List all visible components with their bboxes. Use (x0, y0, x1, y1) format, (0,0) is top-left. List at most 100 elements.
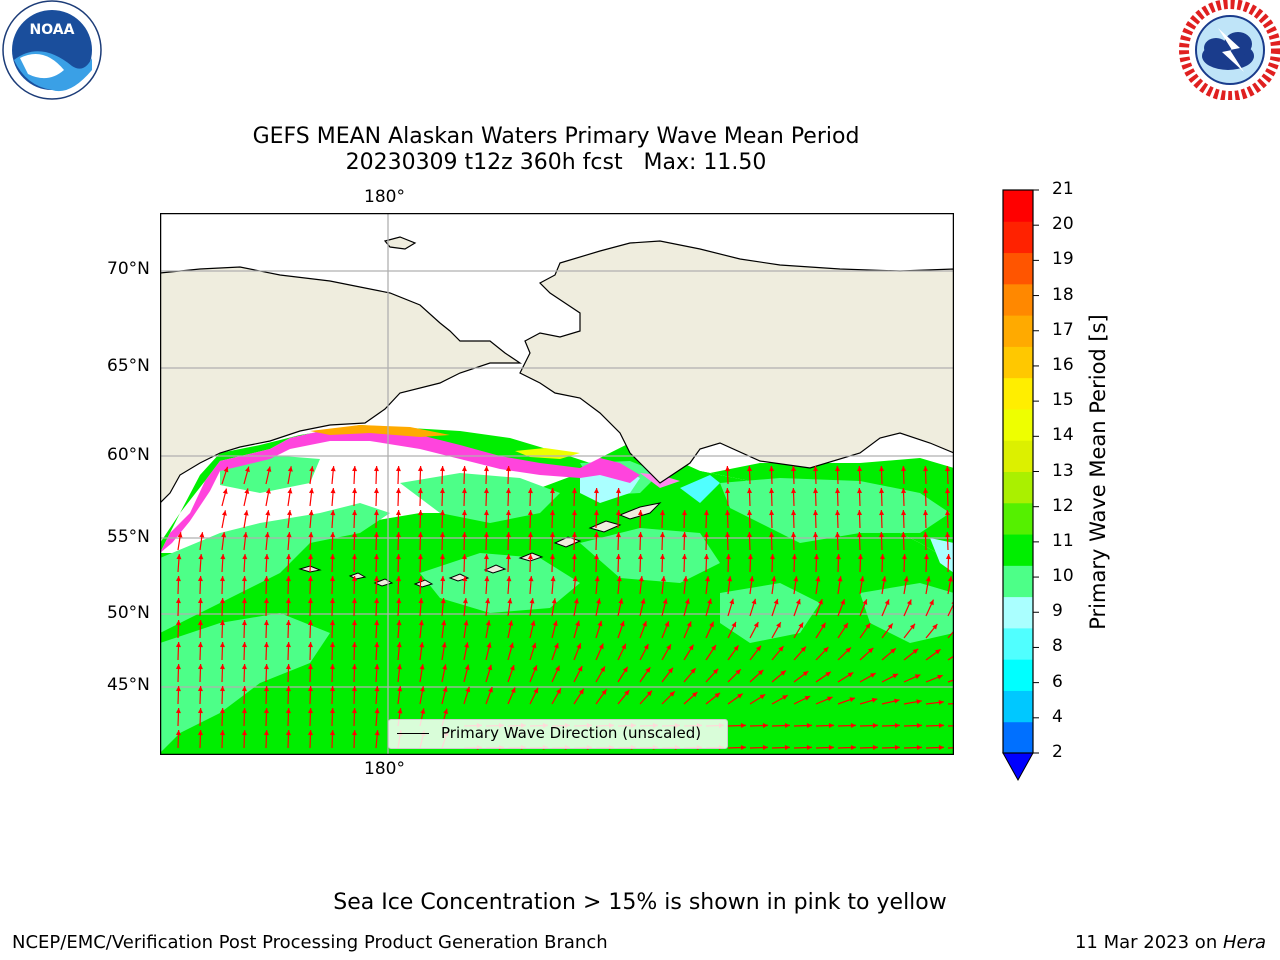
wave-arrow-head (850, 723, 856, 729)
wave-arrow-head (890, 648, 896, 654)
wave-arrow-head (740, 745, 746, 751)
wave-arrow-head (396, 576, 402, 582)
wave-arrow-head (461, 554, 467, 560)
wave-arrow-head (638, 576, 644, 582)
wave-arrow-head (840, 599, 846, 605)
lat-label-65: 65°N (107, 356, 150, 376)
colorbar-cell (1003, 471, 1033, 504)
wave-arrow-head (175, 664, 181, 670)
wave-arrow-head (894, 698, 900, 704)
wave-arrow-head (666, 644, 671, 650)
wave-arrow-head (419, 642, 425, 648)
wave-arrow-head (263, 598, 269, 604)
wave-arrow-head (795, 599, 801, 605)
wave-arrow-head (464, 642, 470, 648)
wave-arrow-head (351, 686, 357, 692)
wave-arrow-head (461, 488, 467, 494)
wave-arrow-head (804, 696, 811, 701)
colorbar-tick-label: 19 (1052, 249, 1074, 270)
wave-arrow-head (881, 576, 887, 582)
wave-arrow-head (483, 532, 489, 538)
wave-arrow-head (263, 620, 269, 626)
wave-arrow-head (418, 598, 424, 604)
wave-arrow-head (286, 532, 292, 538)
wave-arrow-head (571, 554, 577, 560)
wave-arrow-head (441, 642, 447, 648)
colorbar-tick-label: 17 (1052, 319, 1074, 340)
wave-arrow-head (419, 664, 425, 670)
wave-arrow-head (351, 620, 357, 626)
wave-arrow-head (483, 554, 489, 560)
wave-arrow-head (593, 532, 599, 538)
colorbar-tick-label: 15 (1052, 390, 1074, 411)
wave-arrow-head (219, 664, 225, 670)
wave-arrow-head (442, 686, 448, 692)
wave-arrow-head (265, 488, 271, 494)
wave-arrow-head (508, 620, 514, 626)
wave-arrow-head (945, 554, 951, 560)
wave-arrow-head (872, 745, 878, 751)
wave-arrow-head (616, 576, 622, 582)
wave-arrow-head (373, 466, 379, 472)
wave-arrow-head (441, 620, 447, 626)
wave-arrow-head (308, 510, 314, 516)
wave-arrow-head (285, 730, 291, 736)
wave-arrow-head (373, 532, 379, 538)
wave-arrow-head (395, 510, 401, 516)
nws-logo (1179, 0, 1280, 100)
wave-arrow-head (221, 510, 227, 516)
wave-arrow-head (923, 554, 929, 560)
wave-arrow-head (219, 642, 225, 648)
wave-arrow-head (703, 554, 709, 560)
wave-arrow-head (395, 532, 401, 538)
wave-arrow-head (690, 668, 696, 674)
colorbar-tick-label: 11 (1052, 530, 1074, 551)
wave-arrow-head (175, 686, 181, 692)
wave-arrow-head (483, 510, 489, 516)
wave-arrow-head (396, 642, 402, 648)
wave-arrow-head (780, 670, 786, 676)
wave-arrow-head (220, 554, 226, 560)
wave-arrow-head (463, 620, 469, 626)
wave-arrow-head (637, 554, 643, 560)
wave-arrow-head (737, 693, 743, 699)
wave-arrow-head (835, 554, 841, 560)
wave-arrow-head (222, 488, 228, 495)
wave-arrow-head (798, 622, 804, 629)
wave-arrow-head (397, 686, 403, 692)
wave-arrow-head (219, 686, 225, 692)
wave-arrow-head (461, 510, 467, 516)
wave-arrow-head (329, 730, 335, 736)
wave-arrow-head (884, 599, 890, 605)
wave-arrow-head (510, 687, 516, 694)
wave-arrow-head (374, 730, 380, 736)
wave-arrow-head (487, 664, 493, 671)
wave-arrow-head (418, 620, 424, 626)
wave-arrow-head (440, 598, 446, 604)
wave-arrow-head (615, 488, 621, 494)
wave-arrow-head (397, 708, 403, 714)
wave-arrow-head (916, 699, 922, 705)
wave-arrow-head (550, 576, 556, 582)
wave-arrow-head (329, 642, 335, 648)
wave-arrow-head (374, 686, 380, 692)
wave-arrow-head (901, 466, 907, 472)
colorbar-cell (1003, 565, 1033, 598)
noaa-logo-text: NOAA (30, 22, 75, 38)
wave-arrow-head (263, 642, 269, 648)
colorbar-cell (1003, 627, 1033, 660)
wave-arrow-head (266, 466, 272, 472)
ocean-pale-patch-kodiak (680, 475, 720, 503)
wave-arrow-shaft (947, 747, 954, 749)
wave-arrow-head (571, 510, 577, 516)
wave-arrow-head (573, 598, 579, 604)
wave-arrow-head (352, 532, 358, 538)
wave-arrow-head (552, 620, 558, 627)
wave-arrow-head (906, 599, 912, 606)
colorbar-cell (1003, 440, 1033, 472)
wave-arrow-head (778, 646, 784, 652)
wave-arrow-head (845, 647, 851, 653)
wave-arrow-head (667, 667, 673, 674)
wave-arrow-head (374, 598, 380, 604)
wave-arrow-head (727, 576, 733, 582)
